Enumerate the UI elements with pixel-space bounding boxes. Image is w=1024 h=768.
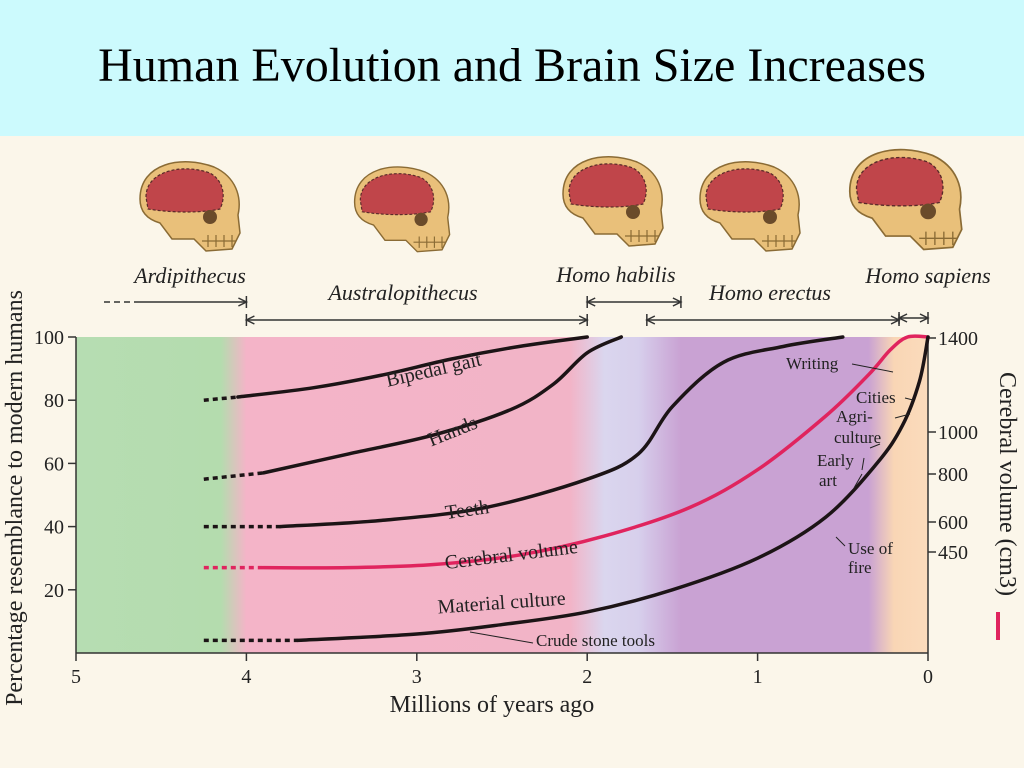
x-axis-title: Millions of years ago (390, 692, 595, 718)
series-line-hands (261, 335, 624, 475)
annotation-leader-line (851, 363, 894, 373)
species-label-homo-sapiens: Homo sapiens (864, 263, 990, 288)
skull-icon (353, 166, 451, 253)
eye-socket (414, 212, 428, 227)
brain-case (359, 173, 435, 216)
title-bar (0, 0, 1024, 136)
skull-icon (562, 156, 664, 247)
skull-icon (139, 161, 241, 252)
series-dashed-start-bipedal-gait (203, 395, 239, 402)
annotation-culture: culture (834, 428, 881, 447)
annotation-leader-line (894, 413, 911, 419)
annotation-fire: fire (848, 558, 872, 577)
annotation-leader-line (861, 457, 865, 471)
axes: 5 4 3 2 1 0 20 40 60 80 100 450 600 800 1000 1400 Millio… (2, 290, 1020, 718)
skull-teeth (919, 231, 958, 246)
annotation-leader-line (469, 631, 534, 644)
annotation-art: art (819, 471, 837, 490)
annotation-leader-line (853, 473, 863, 489)
annotation-cities: Cities (856, 388, 896, 407)
plot-background (76, 337, 928, 653)
series-line-bipedal-gait (236, 335, 589, 399)
species-label-australopithecus: Australopithecus (326, 280, 477, 305)
y-right-tick-label: 600 (938, 512, 968, 534)
annotation-leader-line (904, 397, 914, 401)
y-tick-label: 100 (34, 327, 64, 349)
x-tick-label: 3 (412, 666, 422, 688)
skull-icon (848, 148, 963, 251)
annotation-writing: Writing (786, 354, 839, 373)
eye-socket (626, 205, 640, 219)
annotation-leader-line (835, 536, 846, 547)
brain-case (568, 163, 647, 208)
y-right-tick-label: 1000 (938, 422, 978, 444)
y-right-tick-label: 450 (938, 542, 968, 564)
skull-teeth (762, 235, 796, 247)
series-line-material-culture (295, 335, 930, 643)
slide-title: Human Evolution and Brain Size Increases (98, 39, 926, 92)
y-right-axis-title: Cerebral volume (cm3) (994, 372, 1020, 596)
y-axis-title: Percentage resemblance to modern humans (2, 290, 28, 706)
skull-illustrations (139, 148, 963, 253)
skull-teeth (202, 235, 236, 247)
annotation-crude-stone-tools: Crude stone tools (536, 631, 655, 650)
eye-socket (203, 210, 217, 224)
skull-teeth (625, 230, 659, 242)
species-label-ardipithecus: Ardipithecus (132, 263, 246, 288)
y-right-tick-label: 800 (938, 464, 968, 486)
y-tick-label: 80 (44, 390, 64, 412)
x-tick-label: 2 (582, 666, 592, 688)
annotation-leader-line (869, 443, 881, 449)
x-tick-label: 4 (241, 666, 251, 688)
annotation-early: Early (817, 451, 854, 470)
skull-icon (699, 161, 801, 252)
species-label-homo-erectus: Homo erectus (708, 280, 831, 305)
evolution-chart: Ardipithecus Australopithecus Homo habilis… (2, 148, 1020, 718)
y-tick-label: 20 (44, 580, 64, 602)
series-lines (203, 334, 930, 643)
x-tick-label: 0 (923, 666, 933, 688)
series-dashed-start-hands (203, 471, 264, 481)
y-tick-label: 60 (44, 453, 64, 475)
y-right-tick-label: 1400 (938, 328, 978, 350)
species-timeline: Ardipithecus Australopithecus Homo habilis… (104, 262, 991, 326)
x-tick-label: 1 (753, 666, 763, 688)
series-line-teeth (278, 335, 845, 529)
x-tick-label: 5 (71, 666, 81, 688)
species-label-homo-habilis: Homo habilis (555, 262, 675, 287)
brain-case (145, 168, 224, 213)
eye-socket (920, 203, 936, 220)
brain-case (705, 168, 784, 213)
brain-case (855, 156, 944, 207)
y-tick-label: 40 (44, 517, 64, 539)
annotation-use-of: Use of (848, 539, 893, 558)
skull-teeth (413, 236, 446, 248)
series-line-cerebral-volume (261, 334, 930, 570)
eye-socket (763, 210, 777, 224)
annotation-agri: Agri- (836, 407, 873, 426)
